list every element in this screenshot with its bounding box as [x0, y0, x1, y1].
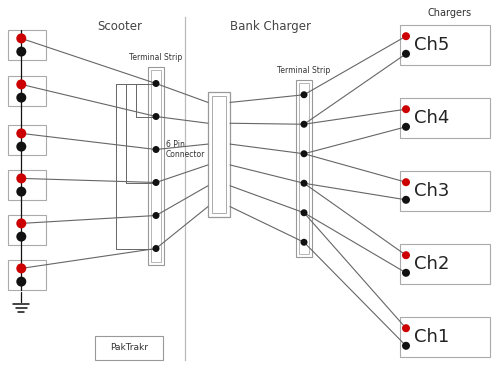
- Circle shape: [16, 80, 26, 89]
- Circle shape: [16, 218, 26, 228]
- Text: Scooter: Scooter: [98, 20, 142, 33]
- Text: Ch5: Ch5: [414, 36, 450, 54]
- Circle shape: [16, 232, 26, 242]
- Text: Bank Charger: Bank Charger: [230, 20, 310, 33]
- Circle shape: [16, 93, 26, 103]
- Circle shape: [152, 146, 160, 153]
- Bar: [148, 67, 164, 265]
- Text: PakTrakr: PakTrakr: [110, 344, 148, 352]
- Bar: [8, 125, 46, 155]
- Circle shape: [300, 180, 308, 187]
- Circle shape: [16, 128, 26, 138]
- Bar: [208, 92, 230, 217]
- Text: Ch2: Ch2: [414, 255, 450, 273]
- Circle shape: [402, 32, 410, 40]
- Circle shape: [402, 251, 410, 259]
- Bar: [400, 25, 490, 65]
- Circle shape: [402, 50, 410, 58]
- Text: 6 Pin
Connector: 6 Pin Connector: [166, 140, 205, 159]
- Circle shape: [152, 245, 160, 252]
- Text: Ch1: Ch1: [414, 328, 449, 346]
- Bar: [151, 70, 161, 262]
- Bar: [8, 30, 46, 60]
- Circle shape: [300, 239, 308, 246]
- Circle shape: [152, 113, 160, 120]
- Bar: [8, 260, 46, 290]
- Text: Ch3: Ch3: [414, 182, 450, 200]
- Bar: [212, 96, 226, 213]
- Bar: [400, 171, 490, 211]
- Circle shape: [300, 209, 308, 216]
- Circle shape: [16, 46, 26, 57]
- Circle shape: [300, 150, 308, 157]
- Bar: [400, 244, 490, 284]
- Circle shape: [402, 324, 410, 332]
- Circle shape: [16, 187, 26, 196]
- Bar: [299, 83, 309, 254]
- Circle shape: [300, 121, 308, 128]
- Circle shape: [16, 263, 26, 273]
- Bar: [8, 170, 46, 200]
- Bar: [95, 336, 163, 360]
- Circle shape: [402, 196, 410, 204]
- Text: Ch4: Ch4: [414, 109, 450, 127]
- Circle shape: [16, 33, 26, 44]
- Circle shape: [16, 173, 26, 183]
- Text: Terminal Strip: Terminal Strip: [130, 53, 182, 62]
- Circle shape: [152, 212, 160, 219]
- Circle shape: [402, 342, 410, 350]
- Circle shape: [402, 269, 410, 277]
- Text: Terminal Strip: Terminal Strip: [278, 66, 330, 75]
- Bar: [400, 98, 490, 138]
- Circle shape: [402, 105, 410, 113]
- Circle shape: [402, 178, 410, 186]
- Text: Chargers: Chargers: [428, 8, 472, 18]
- Circle shape: [16, 277, 26, 286]
- Circle shape: [16, 142, 26, 152]
- Circle shape: [402, 123, 410, 131]
- Circle shape: [300, 91, 308, 98]
- Bar: [8, 215, 46, 245]
- Bar: [296, 80, 312, 257]
- Circle shape: [152, 179, 160, 186]
- Circle shape: [152, 80, 160, 87]
- Bar: [400, 317, 490, 357]
- Bar: [8, 76, 46, 106]
